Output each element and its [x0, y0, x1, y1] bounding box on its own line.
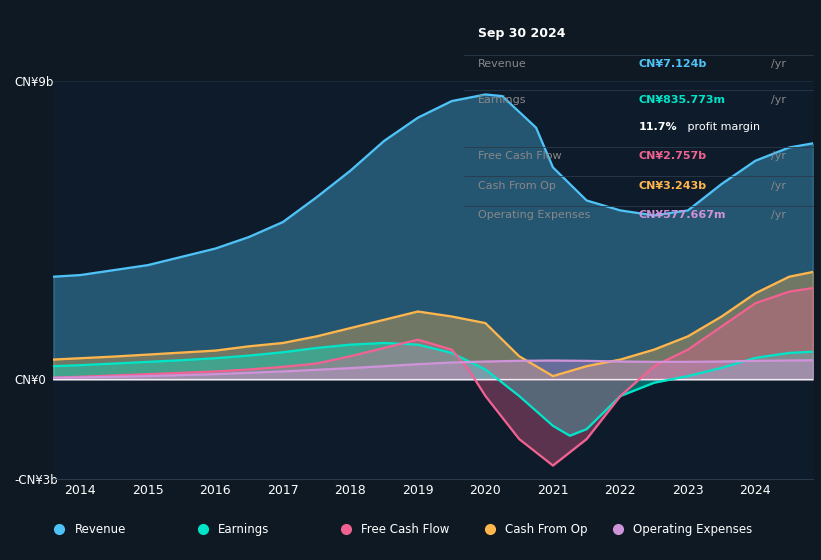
Text: 11.7%: 11.7%: [639, 122, 677, 132]
Text: /yr: /yr: [771, 59, 786, 69]
Text: Operating Expenses: Operating Expenses: [478, 210, 590, 220]
Text: CN¥3.243b: CN¥3.243b: [639, 180, 706, 190]
Text: Operating Expenses: Operating Expenses: [633, 522, 753, 536]
Text: CN¥835.773m: CN¥835.773m: [639, 95, 725, 105]
Text: Earnings: Earnings: [218, 522, 269, 536]
Text: /yr: /yr: [771, 151, 786, 161]
Text: Free Cash Flow: Free Cash Flow: [478, 151, 562, 161]
Text: Revenue: Revenue: [75, 522, 126, 536]
Text: Sep 30 2024: Sep 30 2024: [478, 27, 566, 40]
Text: /yr: /yr: [771, 95, 786, 105]
Text: Cash From Op: Cash From Op: [478, 180, 556, 190]
Text: Free Cash Flow: Free Cash Flow: [361, 522, 450, 536]
Text: CN¥2.757b: CN¥2.757b: [639, 151, 706, 161]
Text: profit margin: profit margin: [684, 122, 759, 132]
Text: CN¥7.124b: CN¥7.124b: [639, 59, 707, 69]
Text: Revenue: Revenue: [478, 59, 526, 69]
Text: /yr: /yr: [771, 210, 786, 220]
Text: /yr: /yr: [771, 180, 786, 190]
Text: Cash From Op: Cash From Op: [505, 522, 587, 536]
Text: Earnings: Earnings: [478, 95, 526, 105]
Text: CN¥577.667m: CN¥577.667m: [639, 210, 726, 220]
